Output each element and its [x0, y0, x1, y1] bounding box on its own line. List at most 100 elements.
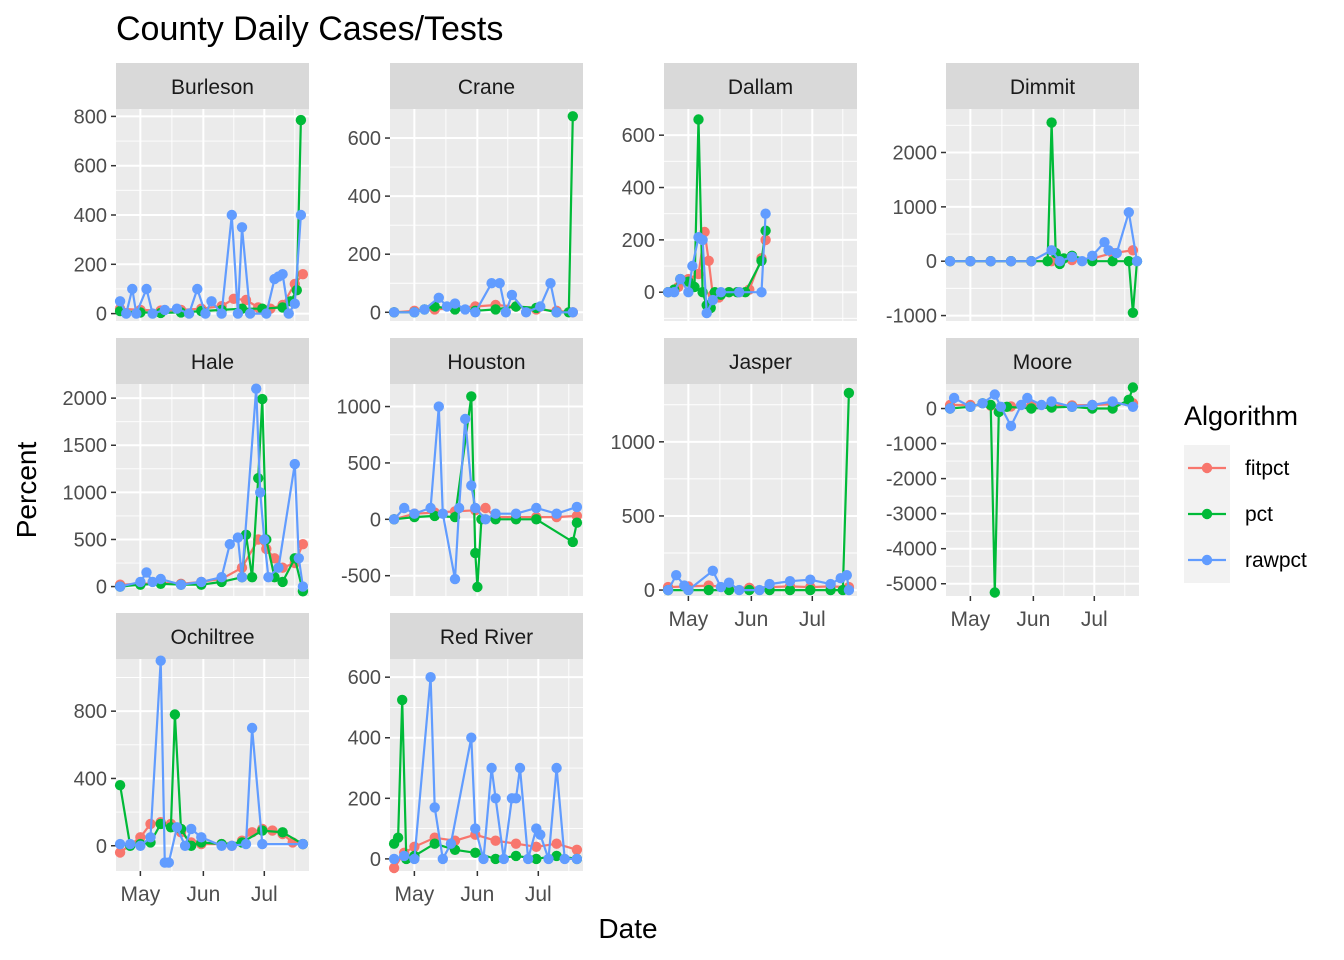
legend-entry-rawpct: rawpct	[1184, 537, 1307, 583]
y-tick-label: 500	[74, 529, 107, 551]
panel-dallam: Dallam 0 200 400 600	[622, 63, 857, 321]
data-point-rawpct	[159, 304, 170, 316]
facet-strip	[664, 63, 857, 109]
data-point-rawpct	[701, 307, 712, 319]
data-point-rawpct	[486, 278, 497, 289]
x-tick-label: Jul	[1081, 608, 1108, 631]
data-point-pct	[805, 584, 816, 596]
y-tick-label: 200	[348, 788, 381, 810]
data-point-rawpct	[723, 577, 735, 588]
data-point-rawpct	[251, 383, 262, 394]
data-point-rawpct	[441, 301, 453, 312]
y-tick-label: 800	[74, 701, 107, 723]
y-tick-label: 400	[622, 178, 655, 200]
data-point-rawpct	[466, 480, 477, 491]
data-point-rawpct	[543, 853, 554, 865]
data-point-rawpct	[135, 840, 146, 851]
y-tick-label: 200	[348, 244, 381, 266]
data-point-rawpct	[295, 209, 307, 221]
data-point-fitpct	[480, 502, 491, 514]
panel-houston: Houston -500 0 500 1000	[337, 338, 583, 596]
data-point-rawpct	[490, 508, 501, 519]
data-point-fitpct	[703, 255, 714, 266]
data-point-rawpct	[1026, 256, 1037, 267]
data-point-rawpct	[163, 857, 174, 868]
data-point-rawpct	[135, 576, 146, 588]
y-tick-label: 2000	[893, 142, 938, 164]
data-point-rawpct	[1036, 399, 1047, 411]
y-tick-label: 400	[74, 205, 107, 227]
data-point-rawpct	[1066, 251, 1078, 263]
y-tick-label: 600	[74, 156, 107, 178]
data-point-rawpct	[551, 762, 562, 774]
data-point-rawpct	[155, 573, 166, 585]
series-rawpct	[662, 208, 771, 319]
data-point-rawpct	[175, 579, 187, 590]
y-tick-label: 400	[74, 768, 107, 790]
y-tick-label: 500	[348, 453, 381, 475]
data-point-rawpct	[141, 283, 152, 295]
y-tick-label: 0	[96, 836, 107, 858]
facet-strip-label: Dimmit	[1010, 76, 1075, 99]
panel-background	[390, 384, 583, 596]
data-point-rawpct	[433, 292, 444, 303]
y-tick-label: 500	[622, 506, 655, 528]
legend-key-point	[1201, 462, 1213, 474]
y-tick-label: 600	[622, 125, 655, 147]
data-point-rawpct	[186, 823, 197, 835]
data-point-rawpct	[289, 458, 300, 470]
series-rawpct	[114, 655, 309, 868]
facet-strip	[390, 63, 583, 109]
data-point-rawpct	[240, 838, 252, 850]
facet-strip-label: Burleson	[171, 76, 254, 99]
data-point-pct	[397, 694, 408, 706]
x-tick-label: Jul	[525, 883, 552, 906]
data-point-rawpct	[283, 308, 294, 319]
series-rawpct	[388, 278, 578, 318]
data-point-rawpct	[756, 287, 767, 298]
data-point-rawpct	[498, 853, 509, 865]
data-point-rawpct	[460, 304, 471, 315]
data-point-pct	[490, 304, 501, 315]
data-point-rawpct	[764, 578, 775, 590]
series-pct	[388, 694, 583, 865]
data-point-rawpct	[675, 273, 686, 285]
data-point-rawpct	[687, 260, 698, 272]
data-point-rawpct	[571, 853, 583, 865]
data-point-rawpct	[545, 278, 556, 289]
data-point-rawpct	[246, 722, 258, 734]
data-point-rawpct	[514, 762, 526, 774]
data-point-rawpct	[520, 307, 532, 318]
data-point-pct	[169, 709, 181, 720]
data-point-rawpct	[1005, 256, 1017, 267]
y-axis-label: Percent	[11, 442, 42, 539]
data-point-rawpct	[125, 838, 136, 850]
legend-label: fitpct	[1245, 457, 1290, 480]
panel-background	[664, 384, 857, 596]
data-point-rawpct	[277, 269, 288, 280]
data-point-rawpct	[466, 732, 477, 743]
legend-key-point	[1201, 554, 1213, 566]
y-tick-label: -2000	[886, 469, 937, 491]
data-point-rawpct	[522, 853, 534, 865]
data-point-fitpct	[490, 835, 501, 846]
data-point-pct	[693, 114, 704, 125]
data-point-rawpct	[236, 572, 248, 583]
data-point-rawpct	[183, 308, 195, 319]
data-point-rawpct	[1016, 399, 1027, 411]
data-point-rawpct	[948, 392, 960, 404]
data-point-rawpct	[734, 584, 745, 596]
panel-background	[946, 384, 1139, 596]
y-tick-label: 0	[370, 302, 381, 324]
legend-label: rawpct	[1245, 549, 1307, 572]
panel-red-river: Red River 0 200 400 600 May Jun Jul	[348, 613, 583, 906]
panel-background	[946, 109, 1139, 321]
data-point-rawpct	[273, 562, 284, 573]
data-point-fitpct	[510, 838, 522, 849]
data-point-rawpct	[1022, 392, 1033, 404]
data-point-rawpct	[388, 307, 400, 318]
data-point-pct	[490, 853, 501, 865]
data-point-pct	[1107, 256, 1118, 267]
data-point-pct	[989, 587, 1000, 598]
data-point-rawpct	[297, 581, 309, 592]
